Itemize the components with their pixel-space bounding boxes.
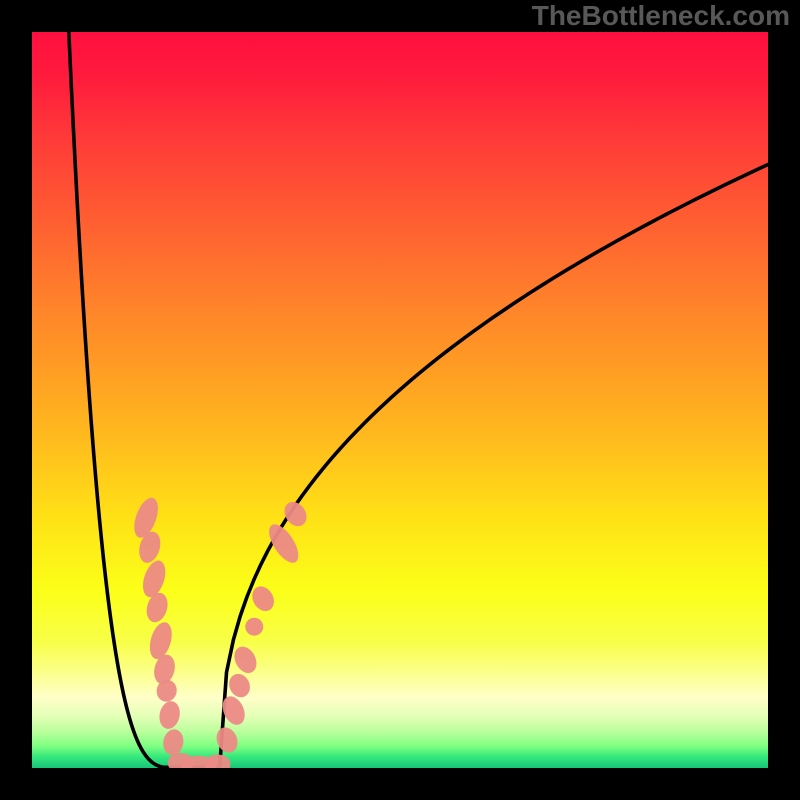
chart-svg — [0, 0, 800, 800]
plot-background — [32, 32, 768, 768]
watermark-text: TheBottleneck.com — [532, 2, 790, 30]
chart-container: TheBottleneck.com — [0, 0, 800, 800]
